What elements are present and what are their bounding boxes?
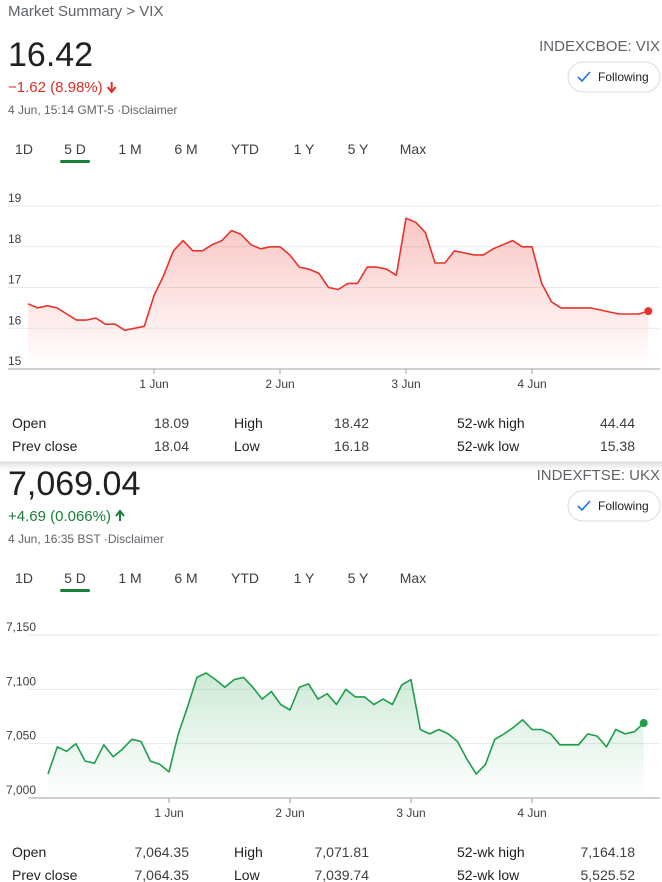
- stat-label: Open: [12, 415, 46, 431]
- y-tick-label: 7,100: [6, 674, 36, 688]
- price: 7,069.04: [8, 465, 140, 503]
- x-tick-label: 1 Jun: [154, 806, 183, 820]
- y-tick-label: 7,050: [6, 729, 36, 743]
- range-tab[interactable]: 1 Y: [294, 141, 315, 157]
- y-tick-label: 16: [8, 313, 22, 327]
- divider-shadow: [0, 462, 662, 470]
- stat-label: 52-wk high: [457, 844, 525, 860]
- active-tab-underline: [60, 160, 90, 163]
- change: +4.69 (0.066%): [8, 508, 111, 525]
- stat-value: 18.09: [154, 415, 189, 431]
- stat-label: High: [234, 844, 263, 860]
- area: [28, 218, 649, 369]
- range-tab[interactable]: YTD: [231, 141, 259, 157]
- x-tick-label: 2 Jun: [265, 377, 294, 391]
- change-arrow: [106, 82, 117, 94]
- x-tick-label: 4 Jun: [517, 806, 546, 820]
- stat-value: 7,164.18: [581, 844, 636, 860]
- timestamp: 4 Jun, 15:14 GMT-5 ·Disclaimer: [8, 103, 177, 117]
- x-tick-label: 3 Jun: [391, 377, 420, 391]
- breadcrumb[interactable]: Market Summary > VIX: [8, 3, 163, 20]
- stat-value: 16.18: [334, 438, 369, 454]
- check-icon: [577, 500, 591, 512]
- stat-value: 44.44: [600, 415, 635, 431]
- stat-value: 7,071.81: [315, 844, 370, 860]
- active-tab-underline: [60, 589, 90, 592]
- range-tab[interactable]: 5 Y: [348, 570, 369, 586]
- x-tick-label: 3 Jun: [396, 806, 425, 820]
- range-tab[interactable]: Max: [400, 570, 426, 586]
- stat-label: High: [234, 415, 263, 431]
- range-tab[interactable]: 5 D: [64, 570, 86, 586]
- stat-label: Prev close: [12, 438, 78, 454]
- y-tick-label: 7,150: [6, 620, 36, 634]
- range-tab[interactable]: Max: [400, 141, 426, 157]
- follow-label[interactable]: Following: [598, 70, 649, 84]
- range-tab[interactable]: 6 M: [174, 141, 197, 157]
- stat-value: 5,525.52: [581, 867, 636, 882]
- line: [27, 217, 649, 332]
- follow-button[interactable]: [567, 61, 661, 93]
- timestamp: 4 Jun, 16:35 BST ·Disclaimer: [8, 532, 164, 546]
- follow-label[interactable]: Following: [598, 499, 649, 513]
- stat-label: 52-wk low: [457, 867, 520, 882]
- follow-button[interactable]: [567, 490, 661, 522]
- range-tab[interactable]: 6 M: [174, 570, 197, 586]
- stat-label: Low: [234, 867, 261, 882]
- stat-label: Prev close: [12, 867, 78, 882]
- stat-label: 52-wk low: [457, 438, 520, 454]
- stat-value: 18.42: [334, 415, 369, 431]
- range-tab[interactable]: 5 Y: [348, 141, 369, 157]
- stat-value: 7,064.35: [135, 867, 190, 882]
- last-point: [644, 307, 653, 316]
- stat-value: 7,039.74: [315, 867, 370, 882]
- last-point: [639, 719, 648, 728]
- x-tick-label: 2 Jun: [275, 806, 304, 820]
- stat-value: 7,064.35: [135, 844, 190, 860]
- stat-value: 18.04: [154, 438, 189, 454]
- area: [48, 673, 644, 798]
- y-tick-label: 15: [8, 354, 22, 368]
- range-tab[interactable]: YTD: [231, 570, 259, 586]
- change-arrow: [115, 509, 125, 521]
- check-icon: [577, 71, 591, 83]
- y-tick-label: 19: [8, 191, 22, 205]
- range-tab[interactable]: 1D: [15, 570, 33, 586]
- stat-label: Low: [234, 438, 261, 454]
- ticker: INDEXCBOE: VIX: [539, 38, 660, 55]
- y-tick-label: 18: [8, 232, 22, 246]
- range-tab[interactable]: 1 M: [118, 570, 141, 586]
- y-tick-label: 7,000: [6, 783, 36, 797]
- stat-label: 52-wk high: [457, 415, 525, 431]
- range-tab[interactable]: 5 D: [64, 141, 86, 157]
- x-tick-label: 1 Jun: [139, 377, 168, 391]
- price: 16.42: [8, 36, 93, 74]
- range-tab[interactable]: 1 Y: [294, 570, 315, 586]
- y-tick-label: 17: [8, 273, 22, 287]
- line: [47, 672, 645, 775]
- stat-label: Open: [12, 844, 46, 860]
- x-tick-label: 4 Jun: [517, 377, 546, 391]
- stat-value: 15.38: [600, 438, 635, 454]
- change: −1.62 (8.98%): [8, 79, 103, 96]
- ticker: INDEXFTSE: UKX: [537, 467, 660, 484]
- range-tab[interactable]: 1 M: [118, 141, 141, 157]
- range-tab[interactable]: 1D: [15, 141, 33, 157]
